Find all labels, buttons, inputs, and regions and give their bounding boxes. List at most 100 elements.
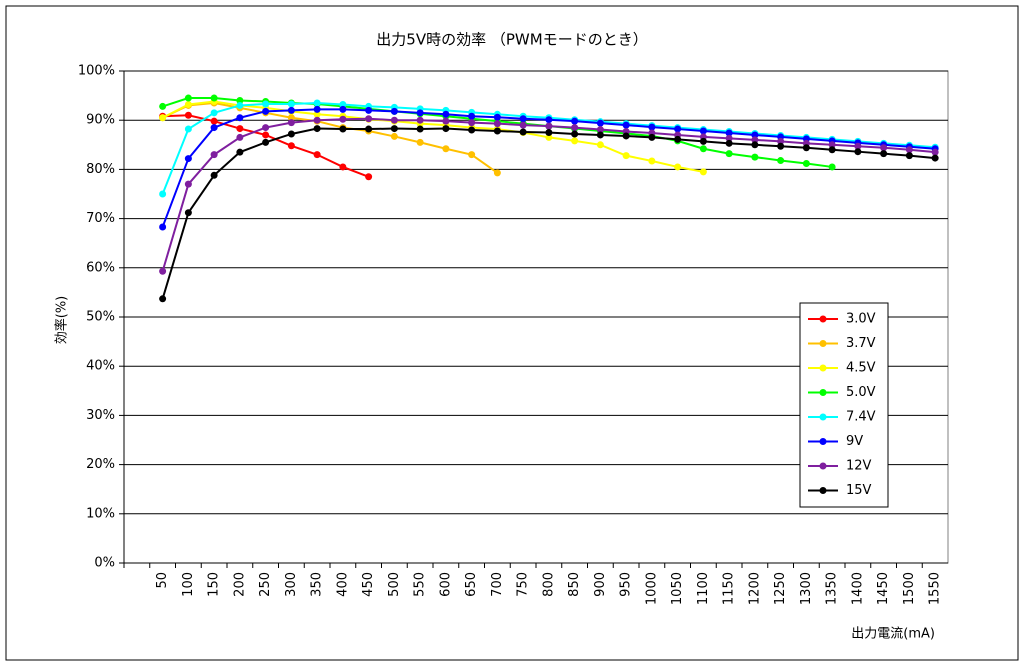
data-point: [442, 117, 450, 125]
x-tick-label: 800: [541, 572, 556, 597]
x-tick-label: 150: [207, 572, 222, 597]
data-point: [184, 180, 192, 188]
data-point: [416, 138, 424, 146]
data-point: [622, 132, 630, 140]
data-point: [905, 146, 913, 154]
legend-label: 7.4V: [846, 410, 876, 425]
data-point: [159, 190, 167, 198]
data-point: [571, 137, 579, 145]
legend-label: 3.7V: [846, 336, 876, 351]
data-point: [184, 94, 192, 102]
data-point: [880, 150, 888, 158]
x-tick-label: 650: [464, 572, 479, 597]
x-tick-label: 950: [619, 572, 634, 597]
y-tick-label: 30%: [86, 408, 115, 423]
legend-marker: [819, 364, 827, 372]
data-point: [262, 131, 270, 139]
data-point: [802, 159, 810, 167]
data-point: [339, 100, 347, 108]
x-tick-label: 1050: [670, 572, 685, 605]
data-point: [390, 116, 398, 124]
data-point: [648, 123, 656, 131]
y-tick-label: 20%: [86, 457, 115, 472]
legend-marker: [819, 389, 827, 396]
data-point: [210, 151, 218, 159]
data-point: [287, 114, 295, 122]
data-point: [905, 152, 913, 160]
data-point: [365, 106, 373, 114]
legend-label: 15V: [846, 483, 872, 498]
data-point: [519, 115, 527, 123]
x-tick-label: 1450: [876, 572, 891, 605]
data-point: [210, 94, 218, 102]
x-tick-label: 700: [490, 572, 505, 597]
x-tick-label: 500: [387, 572, 402, 597]
data-point: [777, 157, 785, 165]
data-point: [493, 113, 501, 121]
data-point: [159, 223, 167, 231]
x-tick-label: 1150: [722, 572, 737, 605]
data-point: [313, 151, 321, 159]
x-tick-label: 1200: [747, 572, 762, 605]
data-point: [210, 117, 218, 125]
data-point: [596, 126, 604, 134]
data-point: [390, 132, 398, 140]
data-point: [545, 133, 553, 141]
data-point: [313, 116, 321, 124]
data-point: [468, 112, 476, 120]
legend-marker: [819, 487, 827, 494]
x-tick-label: 1250: [773, 572, 788, 605]
data-point: [442, 145, 450, 153]
x-tick-label: 100: [181, 572, 196, 597]
data-point: [596, 131, 604, 139]
data-point: [236, 133, 244, 141]
data-point: [236, 101, 244, 109]
data-point: [339, 163, 347, 171]
data-point: [210, 124, 218, 132]
data-point: [648, 157, 656, 165]
data-point: [493, 120, 501, 128]
data-point: [854, 142, 862, 150]
data-point: [622, 121, 630, 129]
data-point: [184, 125, 192, 133]
data-point: [493, 169, 501, 177]
data-point: [184, 209, 192, 217]
data-point: [699, 145, 707, 153]
data-point: [571, 130, 579, 138]
data-point: [802, 144, 810, 152]
data-point: [699, 137, 707, 145]
data-point: [365, 115, 373, 123]
x-tick-label: 600: [438, 572, 453, 597]
x-tick-label: 200: [232, 572, 247, 597]
data-point: [262, 107, 270, 115]
data-point: [184, 155, 192, 163]
data-point: [442, 125, 450, 133]
data-point: [339, 125, 347, 133]
series-line: [162, 100, 704, 173]
data-point: [339, 105, 347, 113]
data-point: [468, 119, 476, 127]
data-point: [287, 106, 295, 114]
legend-marker: [819, 413, 827, 421]
data-point: [571, 117, 579, 125]
data-point: [545, 122, 553, 130]
data-point: [365, 125, 373, 133]
data-point: [699, 127, 707, 135]
x-tick-label: 550: [413, 572, 428, 597]
data-point: [751, 131, 759, 139]
x-tick-label: 300: [284, 572, 299, 597]
legend-label: 5.0V: [846, 385, 876, 400]
data-point: [287, 130, 295, 138]
x-tick-label: 450: [361, 572, 376, 597]
data-point: [493, 127, 501, 135]
x-tick-label: 1550: [928, 572, 943, 605]
data-point: [416, 116, 424, 124]
data-point: [545, 116, 553, 124]
y-tick-label: 90%: [86, 113, 115, 128]
data-point: [416, 109, 424, 117]
legend-marker: [819, 340, 827, 347]
data-point: [725, 139, 733, 147]
data-point: [159, 267, 167, 275]
data-point: [262, 100, 270, 108]
y-tick-label: 100%: [78, 64, 115, 79]
